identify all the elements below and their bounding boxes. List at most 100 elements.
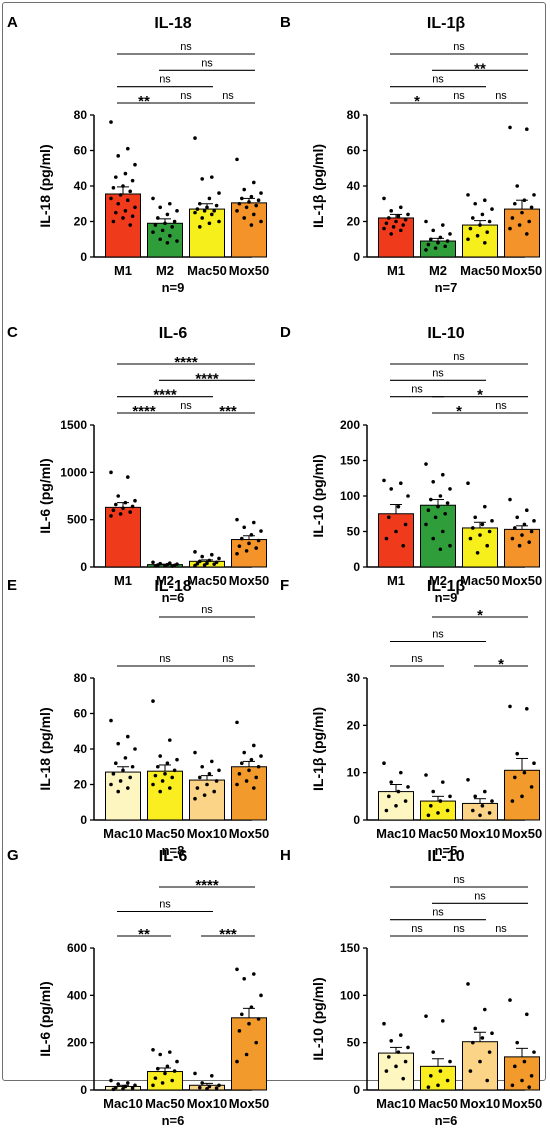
data-point — [252, 972, 256, 976]
data-point — [158, 205, 162, 210]
data-point — [384, 221, 389, 226]
data-point — [480, 212, 485, 217]
data-point — [487, 529, 492, 534]
x-category-label: Mox50 — [229, 826, 269, 841]
x-category-label: M2 — [429, 263, 447, 278]
data-point — [389, 487, 393, 491]
panel-letter: E — [7, 577, 17, 594]
y-axis-label: IL-10 (pg/ml) — [310, 977, 326, 1060]
significance-label: ns — [159, 899, 171, 911]
x-category-label: Mac10 — [103, 1096, 143, 1111]
data-point — [133, 205, 137, 210]
data-point — [123, 756, 128, 760]
data-point — [163, 563, 167, 568]
data-point — [441, 223, 445, 227]
data-point — [483, 1007, 487, 1012]
data-point — [193, 796, 197, 801]
data-point — [471, 526, 475, 530]
data-point — [214, 779, 219, 783]
significance-label: **** — [195, 370, 219, 387]
data-point — [520, 1078, 524, 1083]
data-point — [116, 201, 120, 206]
data-point — [252, 212, 256, 217]
data-point — [200, 554, 204, 559]
y-tick-label: 60 — [74, 707, 88, 721]
data-point — [207, 772, 212, 776]
data-point — [480, 804, 485, 808]
y-tick-label: 500 — [67, 513, 87, 527]
data-point — [252, 520, 256, 525]
x-category-label: Mox50 — [229, 573, 269, 588]
data-point — [121, 506, 125, 511]
data-point — [116, 789, 120, 794]
data-point — [517, 223, 522, 227]
data-point — [198, 775, 202, 780]
data-point — [128, 189, 132, 194]
data-point — [527, 219, 531, 224]
data-point — [522, 1059, 527, 1064]
data-point — [249, 533, 254, 537]
data-point — [259, 529, 263, 533]
data-point — [508, 704, 512, 709]
data-point — [121, 184, 125, 188]
x-category-label: Mox50 — [502, 1096, 542, 1111]
x-category-label: Mac50 — [187, 573, 227, 588]
data-point — [448, 543, 452, 548]
bar — [462, 224, 498, 258]
significance-label: ns — [180, 400, 192, 412]
data-point — [165, 212, 170, 217]
data-point — [254, 203, 258, 208]
panel-letter: A — [7, 14, 18, 31]
data-point — [237, 772, 242, 776]
x-category-label: M1 — [387, 573, 405, 588]
chart-panel-a: A IL-18 0 20 40 60 80 IL-18 (pg/ml) M1 M2 Mac50 Mox… — [7, 14, 269, 295]
data-point — [525, 508, 529, 512]
data-point — [151, 196, 155, 201]
data-point — [513, 526, 517, 530]
data-point — [382, 478, 386, 483]
n-label: n=9 — [162, 280, 185, 295]
significance-label: ** — [138, 93, 150, 110]
x-category-label: Mac10 — [103, 826, 143, 841]
data-point — [163, 221, 167, 226]
data-point — [259, 754, 263, 758]
data-point — [426, 813, 431, 818]
data-point — [235, 782, 239, 787]
data-point — [508, 125, 512, 130]
data-point — [475, 551, 480, 555]
data-point — [168, 233, 172, 238]
data-point — [193, 750, 197, 755]
chart-title: IL-1β — [427, 15, 465, 32]
data-point — [126, 475, 130, 479]
data-point — [424, 773, 428, 777]
data-point — [424, 462, 428, 466]
data-point — [172, 219, 177, 224]
y-axis-label: IL-18 (pg/ml) — [37, 144, 53, 227]
chart-title: IL-6 — [159, 325, 188, 342]
x-category-label: Mac50 — [187, 263, 227, 278]
significance-label: ns — [432, 629, 444, 641]
data-point — [382, 196, 386, 201]
x-category-label: M2 — [156, 263, 174, 278]
x-category-label: Mox50 — [229, 263, 269, 278]
panel-letter: H — [280, 847, 291, 864]
data-point — [256, 1017, 261, 1021]
data-point — [520, 794, 524, 799]
significance-label: * — [456, 403, 462, 420]
data-point — [156, 764, 160, 769]
data-point — [510, 799, 515, 803]
data-point — [242, 525, 246, 530]
bar — [105, 193, 141, 258]
data-point — [443, 244, 447, 249]
x-category-label: Mox50 — [229, 1096, 269, 1111]
data-point — [389, 1038, 393, 1043]
data-point — [158, 754, 162, 758]
significance-label: ns — [411, 923, 423, 935]
data-point — [445, 239, 450, 243]
data-point — [438, 235, 443, 240]
x-category-label: Mox10 — [460, 1096, 500, 1111]
data-point — [200, 1081, 204, 1085]
data-point — [471, 216, 475, 220]
data-point — [448, 794, 452, 799]
